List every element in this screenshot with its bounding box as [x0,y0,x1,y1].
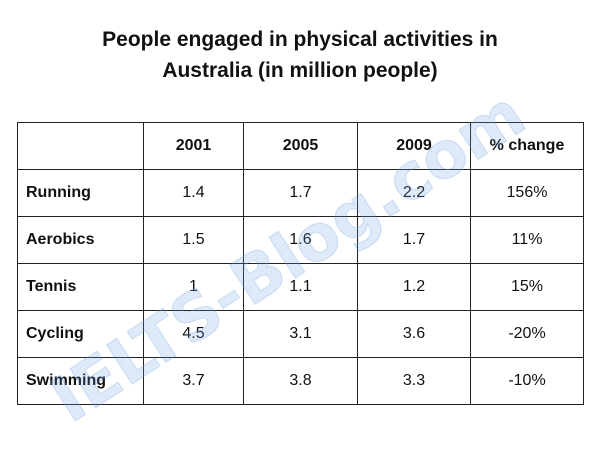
table-cell: 3.7 [143,357,244,405]
table-cell: 1.1 [243,263,358,311]
table-cell: 3.8 [243,357,358,405]
table-cell: 156% [470,169,584,217]
table-cell: 4.5 [143,310,244,358]
data-table: 2001 2005 2009% change Running 1.4 1.7 2.2 156%… [17,122,584,405]
table-row: Tennis 1 1.1 1.2 15% [17,263,584,311]
table-cell: -20% [470,310,584,358]
table-cell: 3.3 [357,357,471,405]
table-cell: 1.2 [357,263,471,311]
table-cell: 1.7 [243,169,358,217]
header-row: 2001 2005 2009% change [17,122,584,170]
table-cell: 1.5 [143,216,244,264]
column-header: 2009 [357,122,471,170]
table-cell: 1.7 [357,216,471,264]
table-cell: 1.4 [143,169,244,217]
row-header: Tennis [17,263,144,311]
table-row: Aerobics 1.5 1.6 1.7 11% [17,216,584,264]
table-cell: 15% [470,263,584,311]
table-cell: -10% [470,357,584,405]
title: People engaged in physical activities in… [102,28,498,82]
table-cell: 11% [470,216,584,264]
table-row: Cycling 4.5 3.1 3.6 -20% [17,310,584,358]
row-header: Aerobics [17,216,144,264]
table-body: 2001 2005 2009% change Running 1.4 1.7 2.2 156%… [17,122,584,405]
table-cell: 3.1 [243,310,358,358]
row-header: Cycling [17,310,144,358]
column-header: 2005 [243,122,358,170]
table-cell: 1 [143,263,244,311]
table-row: Running 1.4 1.7 2.2 156% [17,169,584,217]
table-cell: 1.6 [243,216,358,264]
table-row: Swimming 3.7 3.8 3.3 -10% [17,357,584,405]
table-cell: 2.2 [357,169,471,217]
corner-cell [17,122,144,170]
column-header: % change [470,122,584,170]
row-header: Swimming [17,357,144,405]
table-cell: 3.6 [357,310,471,358]
row-header: Running [17,169,144,217]
column-header: 2001 [143,122,244,170]
